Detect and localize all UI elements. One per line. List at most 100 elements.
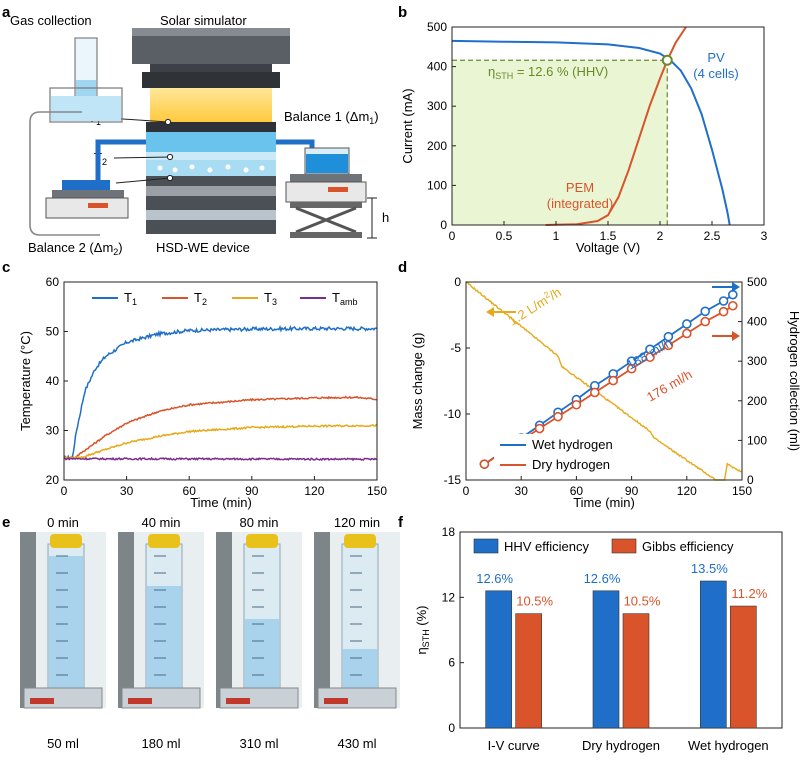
- c-y-tick-label: 20: [46, 473, 60, 487]
- feed-pipe-left: [95, 139, 146, 186]
- f-ticks: 0 6 12 18: [442, 525, 464, 735]
- c-axes-frame: [63, 281, 378, 481]
- panel-d-letter: d: [398, 259, 407, 276]
- c-legend: T1 T2 T3 Tamb: [92, 290, 357, 307]
- data-point-wet-hydrogen: [700, 306, 711, 317]
- f-category-label: I-V curve: [488, 738, 540, 753]
- bar-hhv-efficiency: [700, 580, 727, 729]
- lamp-top-bevel: [132, 28, 290, 36]
- eta-annotation: ηSTH = 12.6 % (HHV): [488, 64, 608, 81]
- d-x-tick-label: 0: [463, 484, 470, 498]
- lift-scissor: [295, 206, 357, 234]
- b-x-tick-label: 2.5: [704, 229, 721, 243]
- device-layer-7: [146, 210, 276, 220]
- b-y-tick-label: 500: [427, 20, 447, 34]
- panel-c-letter: c: [2, 259, 10, 276]
- f-y-tick-label: 18: [442, 525, 456, 539]
- c-ticks: 0 30 60 90 120 150 20 30 40 50 60: [46, 275, 388, 498]
- c-x-tick-label: 60: [183, 484, 197, 498]
- height-marker: [367, 197, 377, 239]
- bar-gibbs-efficiency: [730, 605, 757, 729]
- photo-volume-label: 180 ml: [141, 736, 180, 751]
- support-rod: [216, 532, 232, 708]
- f-category-label: Wet hydrogen: [688, 738, 769, 753]
- panel-d-mass-hydrogen-chart: d 0 30 60 90 120 150 -15 -10 -5 0 0 100 200 300 400 500…: [398, 259, 800, 510]
- b-x-tick-label: 0: [449, 229, 456, 243]
- b-y-tick-label: 300: [427, 99, 447, 113]
- b-ticks: 0 0.5 1 1.5 2 2.5 3 0 100 200 300 400 500: [427, 20, 768, 243]
- balance-1-body: [285, 181, 367, 203]
- c-curves: [63, 324, 378, 462]
- legend-label-sub: amb: [340, 297, 358, 307]
- pv-label-cells: (4 cells): [693, 66, 739, 81]
- photo-0: 0 min 50 ml: [20, 515, 106, 751]
- f-y-tick-label: 6: [448, 656, 455, 670]
- bar-value-label: 11.2%: [731, 586, 767, 601]
- bar-hhv-efficiency: [485, 590, 512, 729]
- c-x-tick-label: 0: [61, 484, 68, 498]
- data-point-dry-hydrogen: [645, 352, 655, 363]
- gas-bubbles: [157, 164, 265, 173]
- cylinder-water: [343, 649, 377, 694]
- legend-label-t1: T1: [124, 290, 137, 307]
- device-layer-6: [146, 196, 276, 210]
- f-category-label: Dry hydrogen: [582, 738, 660, 753]
- trough-red-item: [324, 698, 348, 704]
- device-label: HSD-WE device: [156, 240, 250, 255]
- trough-red-item: [30, 698, 54, 704]
- b-x-axis-label: Voltage (V): [576, 240, 640, 255]
- data-point-dry-hydrogen: [727, 300, 738, 311]
- d-left-tick-label: -5: [450, 341, 461, 355]
- lamp-neck: [150, 64, 272, 72]
- data-point-dry-hydrogen: [626, 363, 637, 374]
- series-line-tamb: [63, 456, 378, 462]
- data-point-wet-hydrogen: [718, 296, 729, 306]
- d-right-tick-label: 400: [747, 315, 767, 329]
- light-beam: [150, 88, 272, 124]
- pv-label: PV: [707, 50, 725, 65]
- panel-a-letter: a: [2, 4, 11, 21]
- data-point-dry-hydrogen: [608, 375, 619, 386]
- b-y-axis-label: Current (mA): [400, 88, 415, 163]
- photo-time-label: 120 min: [334, 515, 380, 530]
- device-layer-5: [146, 186, 276, 196]
- trough-red-item: [128, 698, 152, 704]
- dry-rate-label: 176 ml/h: [644, 367, 695, 405]
- d-x-tick-label: 30: [515, 484, 529, 498]
- photo-time-label: 0 min: [47, 515, 79, 530]
- c-x-tick-label: 150: [367, 484, 387, 498]
- photo-2: 80 min 310 ml: [216, 515, 302, 751]
- cylinder-water: [49, 556, 83, 694]
- data-point-dry-hydrogen: [700, 316, 711, 327]
- f-y-tick-label: 0: [448, 721, 455, 735]
- photo-time-label: 40 min: [141, 515, 180, 530]
- support-rod: [118, 532, 134, 708]
- bar-value-label: 13.5%: [691, 561, 728, 576]
- legend-label-tamb: Tamb: [332, 290, 357, 307]
- data-point-dry-hydrogen: [479, 459, 490, 469]
- b-x-tick-label: 2: [657, 229, 664, 243]
- series-line-pv: [451, 39, 731, 226]
- cylinder-clamp: [246, 534, 278, 548]
- b-x-tick-label: 3: [761, 229, 768, 243]
- f-axes-frame: [459, 531, 783, 729]
- c-x-axis-label: Time (min): [190, 495, 252, 510]
- cylinder-water: [245, 619, 279, 694]
- legend-label-wet-hydrogen: Wet hydrogen: [532, 437, 613, 452]
- legend-label-hhv-efficiency: HHV efficiency: [504, 539, 590, 554]
- photo-volume-label: 430 ml: [337, 736, 376, 751]
- pem-label: PEM: [566, 180, 594, 195]
- thermocouples: [107, 117, 174, 184]
- cylinder-clamp: [344, 534, 376, 548]
- photo-volume-label: 50 ml: [47, 736, 79, 751]
- panel-e-letter: e: [2, 514, 10, 531]
- photo-time-label: 80 min: [239, 515, 278, 530]
- d-x-axis-label: Time (min): [573, 495, 635, 510]
- water-bath: [49, 87, 123, 123]
- balance-1-pan: [290, 174, 362, 182]
- mass-rate-label: 1.2 L/m2/h: [505, 284, 564, 329]
- series-line-t2: [63, 395, 378, 460]
- data-point-dry-hydrogen: [571, 399, 582, 410]
